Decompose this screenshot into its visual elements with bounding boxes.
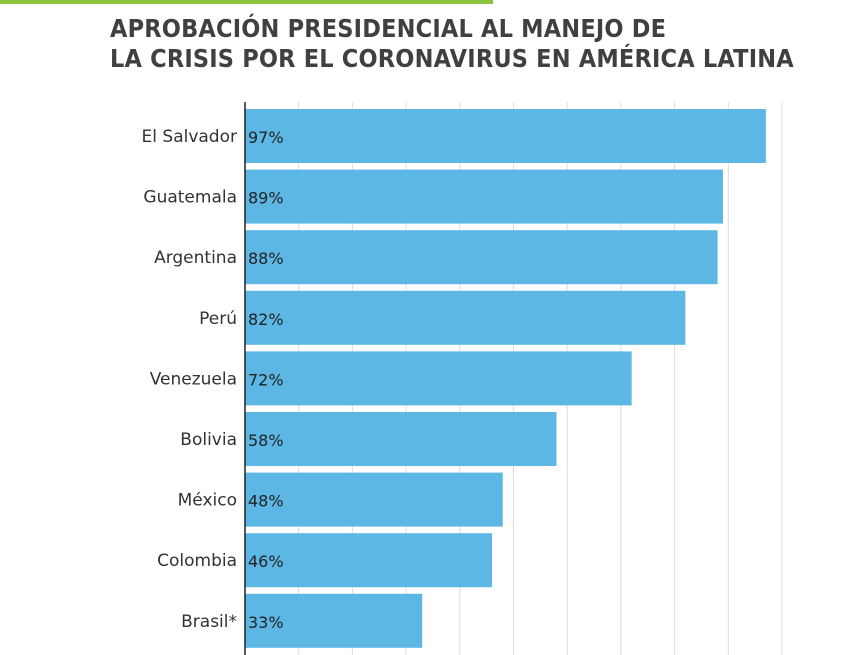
value-label: 46% [248, 552, 284, 571]
chart-title-line-2: LA CRISIS POR EL CORONAVIRUS EN AMÉRICA … [110, 44, 794, 73]
bar [245, 533, 493, 588]
accent-bar [0, 0, 493, 4]
category-label: Argentina [154, 248, 237, 268]
category-label: Perú [199, 309, 237, 329]
value-label: 89% [248, 189, 284, 208]
bar [245, 472, 503, 527]
chart-title-line-1: APROBACIÓN PRESIDENCIAL AL MANEJO DE [110, 14, 667, 43]
chart-title: APROBACIÓN PRESIDENCIAL AL MANEJO DE LA … [110, 14, 794, 74]
value-label: 88% [248, 249, 284, 268]
value-label: 72% [248, 370, 284, 389]
value-label: 48% [248, 492, 284, 511]
category-label: Brasil* [181, 612, 237, 632]
bar [245, 290, 686, 345]
category-label: Guatemala [143, 188, 237, 208]
bar [245, 230, 718, 285]
value-label: 97% [248, 128, 284, 147]
value-label: 58% [248, 431, 284, 450]
bar [245, 169, 723, 224]
category-label: El Salvador [142, 127, 237, 147]
bar [245, 593, 423, 648]
bar [245, 351, 632, 406]
value-label: 82% [248, 310, 284, 329]
category-label: Colombia [157, 551, 237, 571]
category-label: Venezuela [150, 369, 237, 389]
bar [245, 109, 766, 163]
bar [245, 412, 557, 466]
value-label: 33% [248, 613, 284, 632]
category-label: Bolivia [180, 430, 237, 450]
category-label: México [178, 491, 237, 511]
